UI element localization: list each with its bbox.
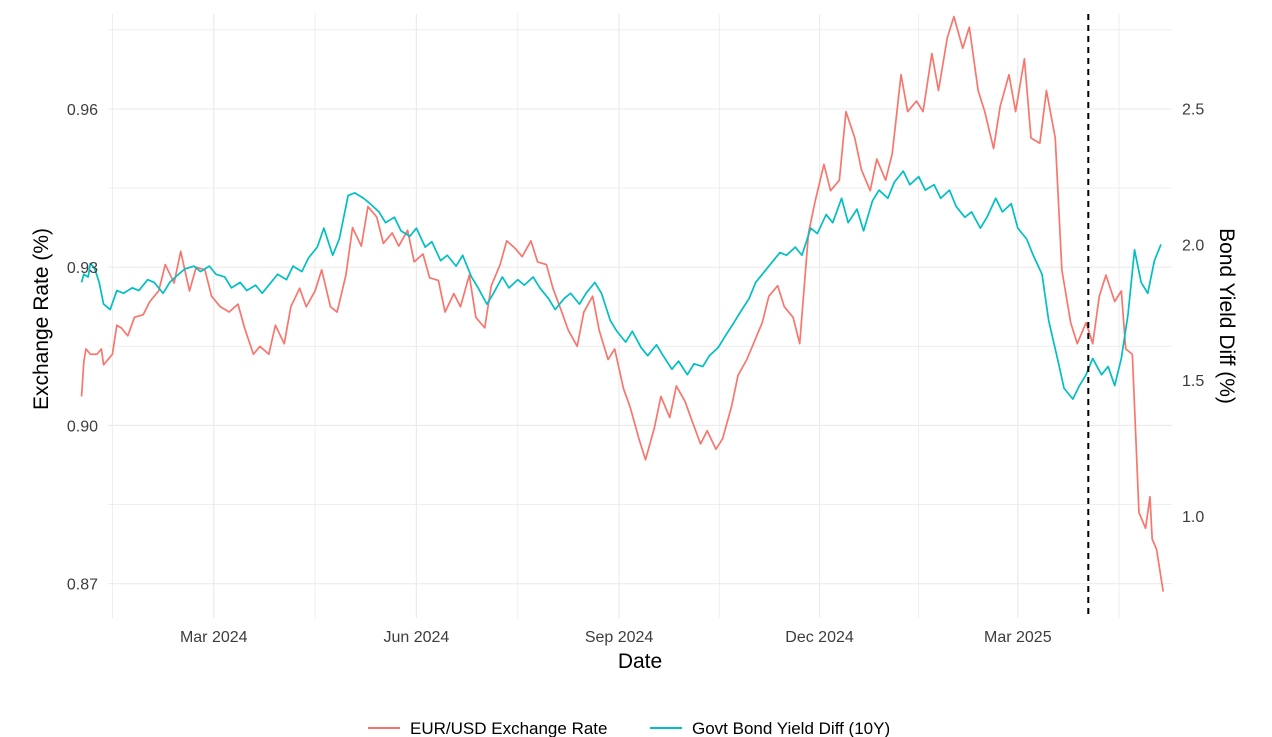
left-y-tick-label: 0.93 [67,260,98,277]
x-tick-label: Sep 2024 [585,629,654,646]
series-line-yield-diff [80,170,1162,400]
left-y-axis: 0.87 0.90 0.93 0.96 [67,102,98,594]
left-y-tick-label: 0.87 [67,577,98,594]
right-y-axis-title: Bond Yield Diff (%) [1215,228,1238,404]
legend-label-eur-usd: EUR/USD Exchange Rate [410,719,607,737]
series-line-eur-usd [80,15,1165,592]
minor-gridlines [108,14,1172,618]
x-axis: Mar 2024 Jun 2024 Sep 2024 Dec 2024 Mar 2025 [180,629,1052,646]
right-y-tick-label: 1.0 [1182,509,1204,526]
x-tick-label: Mar 2024 [180,629,248,646]
right-y-tick-label: 2.5 [1182,102,1204,119]
left-y-tick-label: 0.96 [67,102,98,119]
x-tick-label: Jun 2024 [383,629,449,646]
major-gridlines [108,14,1172,618]
x-tick-label: Mar 2025 [984,629,1052,646]
legend-label-yield-diff: Govt Bond Yield Diff (10Y) [692,719,890,737]
x-tick-label: Dec 2024 [785,629,854,646]
right-y-axis: 1.0 1.5 2.0 2.5 [1182,102,1204,526]
right-y-tick-label: 1.5 [1182,373,1204,390]
left-y-axis-title: Exchange Rate (%) [30,228,53,410]
left-y-tick-label: 0.90 [67,418,98,435]
x-axis-title: Date [618,650,662,673]
right-y-tick-label: 2.0 [1182,237,1204,254]
series-lines [80,15,1165,592]
legend: EUR/USD Exchange Rate Govt Bond Yield Di… [368,719,890,737]
